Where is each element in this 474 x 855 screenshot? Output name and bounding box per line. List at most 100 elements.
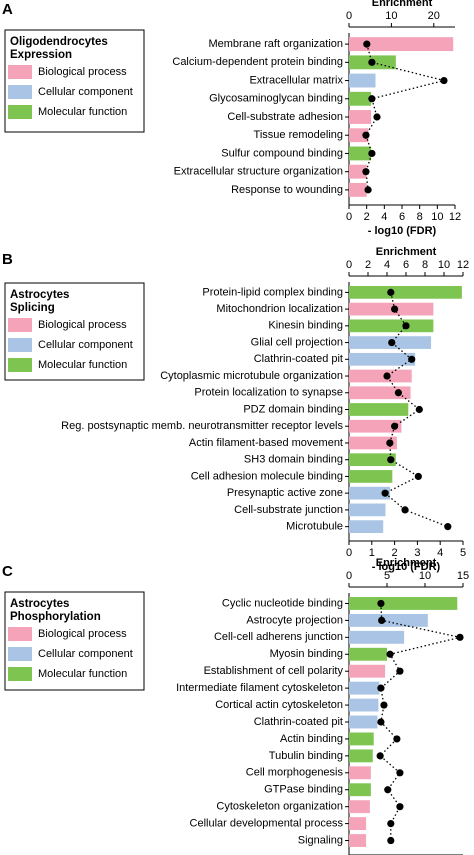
legend-title: Oligodendrocytes (10, 36, 108, 48)
bar (349, 419, 402, 433)
legend-label: Biological process (38, 66, 127, 78)
x2-tick-label: 6 (403, 259, 409, 271)
y-tick-label: Glycosaminoglycan binding (209, 93, 343, 105)
y-tick-label: Kinesin binding (268, 320, 343, 332)
enrichment-dot (363, 40, 371, 48)
bar (349, 630, 405, 644)
bar (349, 834, 367, 847)
x2-tick-label: 0 (346, 570, 352, 582)
x-tick-label: 4 (437, 547, 443, 559)
bar (349, 386, 411, 400)
x2-tick-label: 20 (428, 10, 440, 22)
enrichment-dot (415, 405, 423, 414)
y-tick-label: Actin filament-based movement (189, 437, 343, 449)
bar (349, 800, 370, 814)
legend-swatch (8, 105, 32, 119)
enrichment-dot (377, 599, 385, 608)
x-tick-label: 2 (364, 211, 370, 223)
y-tick-label: Establishment of cell polarity (204, 665, 344, 677)
bar (349, 817, 367, 831)
y-tick-label: Cell adhesion molecule binding (191, 470, 343, 482)
legend-label: Molecular function (38, 359, 127, 371)
legend-title: Phosphorylation (10, 611, 101, 623)
x-axis-title: - log10 (FDR) (372, 561, 441, 573)
enrichment-dot (368, 58, 376, 66)
bar (349, 664, 386, 678)
x-tick-label: 3 (414, 547, 420, 559)
bar (349, 486, 391, 500)
y-tick-label: Clathrin-coated pit (254, 716, 343, 728)
enrichment-dot (401, 506, 409, 514)
enrichment-dot (383, 372, 391, 380)
bar (349, 403, 409, 416)
x-axis-title: - log10 (FDR) (368, 225, 437, 237)
enrichment-dot (387, 456, 395, 464)
bar (349, 146, 372, 161)
bar (349, 37, 454, 52)
y-tick-label: Presynaptic active zone (227, 487, 343, 499)
x2-tick-label: 10 (419, 570, 431, 582)
legend-label: Cellular component (38, 648, 133, 660)
y-tick-label: Astrocyte projection (246, 614, 343, 626)
enrichment-dot (386, 439, 394, 447)
bar (349, 182, 367, 197)
y-tick-label: Sulfur compound binding (221, 147, 343, 159)
x-tick-label: 6 (399, 211, 405, 223)
enrichment-dot (381, 489, 389, 497)
enrichment-dot (362, 131, 370, 139)
legend-label: Molecular function (38, 106, 127, 118)
x2-tick-label: 0 (346, 259, 352, 271)
y-tick-label: Extracellular matrix (249, 74, 343, 86)
legend-label: Biological process (38, 628, 127, 640)
y-tick-label: GTPase binding (264, 784, 343, 796)
panel-letter: A (2, 1, 13, 18)
bar (349, 453, 396, 467)
y-tick-label: Cyclic nucleotide binding (222, 597, 343, 609)
x2-tick-label: 4 (384, 259, 390, 271)
y-tick-label: Intermediate filament cytoskeleton (176, 682, 343, 694)
legend-label: Cellular component (38, 86, 133, 98)
y-tick-label: Signaling (298, 834, 343, 846)
bar (349, 164, 367, 179)
y-tick-label: Glial cell projection (251, 336, 343, 348)
bar (349, 698, 379, 712)
bar (349, 91, 372, 106)
enrichment-dot (396, 803, 404, 811)
legend-swatch (8, 318, 32, 332)
x2-tick-label: 10 (385, 10, 397, 22)
enrichment-dot (387, 836, 395, 845)
x2-tick-label: 0 (346, 10, 352, 22)
enrichment-dot (387, 820, 395, 828)
y-tick-label: Cellular developmental process (190, 818, 344, 830)
x2-tick-label: 15 (457, 570, 469, 582)
bar (349, 613, 428, 627)
bar (349, 286, 462, 299)
enrichment-dot (393, 735, 401, 743)
enrichment-dot (362, 168, 370, 176)
x2-tick-label: 12 (457, 259, 469, 271)
x-tick-label: 10 (431, 211, 443, 223)
bar (349, 369, 412, 383)
bar (349, 470, 393, 483)
enrichment-line (383, 292, 449, 528)
legend-box (4, 282, 145, 381)
bar (349, 647, 387, 661)
bar (349, 732, 374, 746)
bar (349, 73, 376, 88)
enrichment-dot (368, 95, 376, 103)
legend-swatch (8, 338, 32, 352)
legend-label: Molecular function (38, 668, 127, 680)
enrichment-dot (396, 667, 404, 675)
legend-label: Cellular component (38, 339, 133, 351)
y-tick-label: Mitochondrion localization (216, 303, 343, 315)
x-tick-label: 2 (392, 547, 398, 559)
enrichment-dot (414, 472, 422, 481)
enrichment-dot (396, 769, 404, 777)
y-tick-label: PDZ domain binding (243, 403, 343, 415)
bar (349, 715, 378, 729)
legend-box (4, 29, 145, 133)
bar (349, 766, 371, 780)
legend-swatch (8, 65, 32, 79)
x2-tick-label: 5 (384, 570, 390, 582)
